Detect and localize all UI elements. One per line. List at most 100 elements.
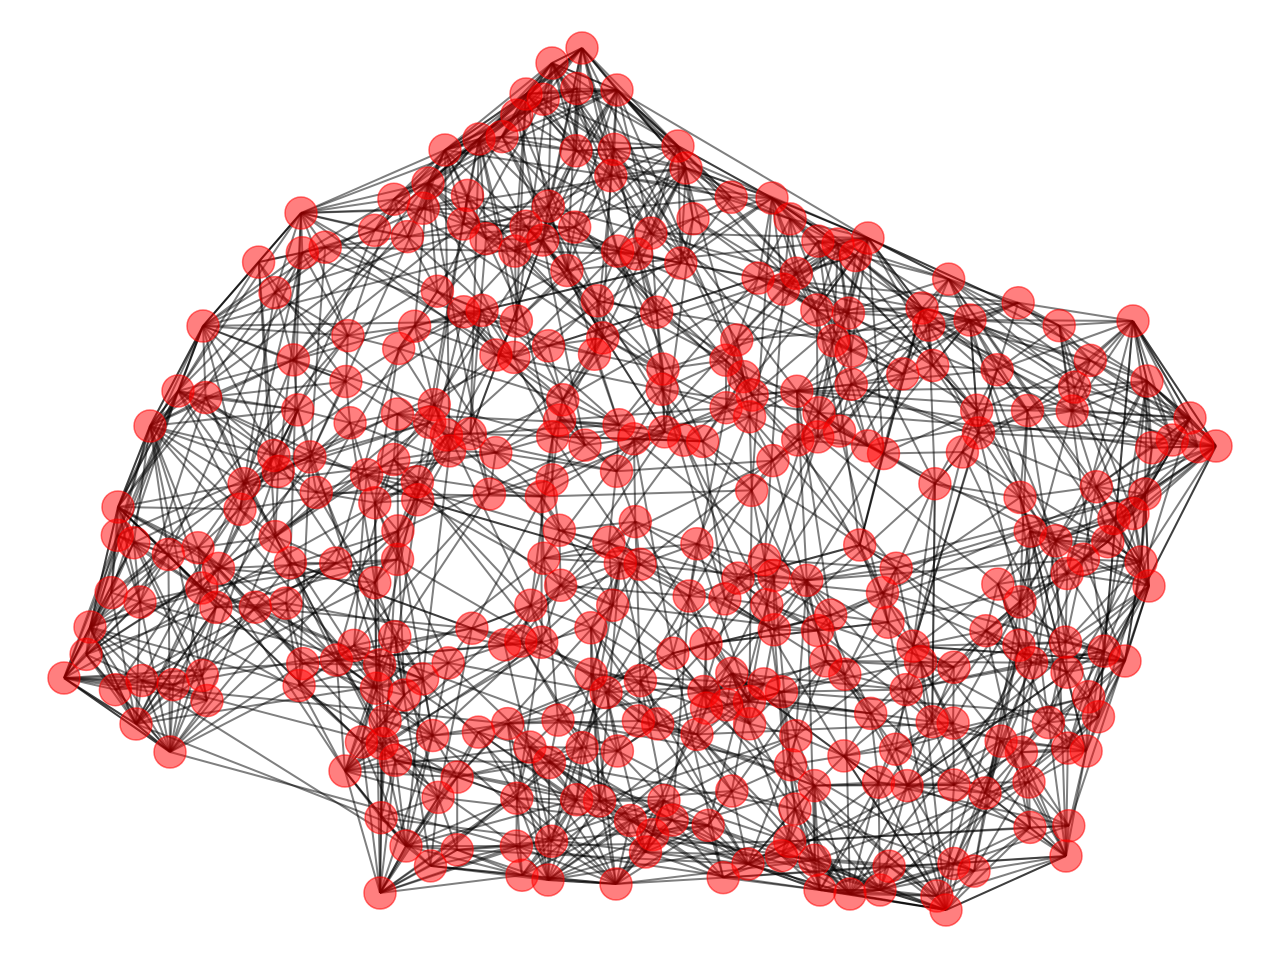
graph-edge — [866, 319, 971, 447]
graph-edge — [705, 621, 889, 645]
graph-node — [984, 724, 1018, 758]
graph-node — [915, 348, 950, 383]
graph-node — [153, 735, 187, 769]
graph-node — [1073, 343, 1108, 378]
graph-node — [797, 768, 832, 803]
graph-node — [1003, 585, 1037, 619]
graph-edge — [135, 606, 217, 725]
graph-node — [715, 656, 749, 691]
graph-node — [915, 704, 949, 739]
graph-node — [680, 527, 714, 561]
graph-edge — [135, 601, 141, 725]
graph-node — [599, 454, 634, 489]
graph-node — [469, 221, 503, 256]
graph-node — [1001, 286, 1035, 320]
graph-node — [1081, 699, 1116, 734]
graph-node — [282, 668, 316, 703]
graph-edge — [912, 483, 936, 647]
graph-edge — [1140, 445, 1217, 563]
graph-node — [1079, 469, 1114, 504]
graph-node — [866, 436, 901, 471]
graph-node — [618, 504, 653, 539]
graph-node — [258, 519, 292, 554]
graph-node — [589, 675, 623, 710]
graph-node — [980, 352, 1014, 387]
graph-edge — [177, 291, 276, 392]
graph-edge — [169, 751, 517, 848]
graph-node — [526, 82, 560, 116]
graph-node — [455, 611, 489, 646]
graph-node — [565, 730, 599, 765]
graph-edge — [763, 289, 785, 560]
graph-node — [720, 323, 754, 357]
graph-edge — [525, 93, 652, 234]
graph-node — [1155, 423, 1190, 457]
graph-edge — [1055, 380, 1148, 542]
graph-edge — [795, 391, 808, 581]
graph-edge — [1018, 301, 1134, 322]
graph-edge — [599, 734, 797, 802]
graph-nodes — [47, 31, 1233, 927]
graph-node — [969, 613, 1003, 648]
graph-edge — [300, 212, 438, 293]
graph-node — [778, 792, 812, 826]
graph-node — [1039, 524, 1073, 558]
graph-node — [284, 196, 318, 230]
graph-node — [199, 590, 233, 625]
graph-node — [912, 308, 946, 342]
graph-node — [664, 246, 698, 280]
graph-edge — [481, 262, 682, 312]
graph-node — [1097, 501, 1131, 536]
graph-node — [827, 739, 861, 773]
graph-edge — [110, 390, 179, 593]
graph-node — [685, 424, 720, 459]
graph-node — [750, 588, 784, 622]
graph-edge — [167, 554, 171, 753]
graph-node — [871, 605, 905, 639]
graph-node — [1003, 480, 1037, 515]
graph-node — [186, 309, 220, 343]
graph-node — [123, 585, 157, 619]
graph-node — [756, 443, 790, 478]
graph-edge — [292, 182, 429, 361]
graph-edge — [773, 373, 904, 577]
graph-edge — [559, 406, 727, 422]
graph-node — [619, 237, 654, 271]
graph-edge — [928, 324, 1153, 449]
graph-edge — [794, 808, 881, 891]
graph-edge — [952, 540, 1057, 724]
graph-node — [479, 435, 513, 470]
graph-node — [542, 513, 577, 548]
graph-node — [918, 466, 952, 501]
graph-node — [1010, 393, 1045, 428]
graph-node — [669, 151, 703, 185]
graph-node — [602, 408, 636, 442]
graph-node — [1049, 839, 1083, 873]
graph-node — [961, 416, 996, 450]
graph-node — [639, 295, 674, 329]
graph-node — [319, 643, 354, 677]
graph-node — [390, 219, 425, 254]
graph-node — [499, 304, 534, 338]
graph-node — [779, 719, 813, 753]
graph-edge — [682, 439, 740, 579]
graph-node — [331, 318, 365, 353]
graph-node — [937, 768, 971, 802]
graph-node — [261, 454, 296, 489]
graph-edge — [795, 583, 999, 737]
graph-edge — [308, 247, 327, 457]
graph-node — [329, 364, 363, 399]
graph-edge — [547, 700, 751, 881]
graph-node — [816, 323, 851, 358]
graph-node — [580, 284, 615, 318]
graph-node — [691, 808, 725, 843]
graph-edge — [632, 438, 674, 654]
graph-node — [333, 406, 367, 440]
graph-edge — [953, 573, 1069, 786]
graph-edge — [296, 230, 376, 411]
graph-node — [937, 650, 971, 685]
graph-node — [842, 528, 877, 562]
graph-edge — [1132, 320, 1191, 419]
graph-edge — [887, 622, 947, 911]
graph-node — [560, 71, 594, 106]
